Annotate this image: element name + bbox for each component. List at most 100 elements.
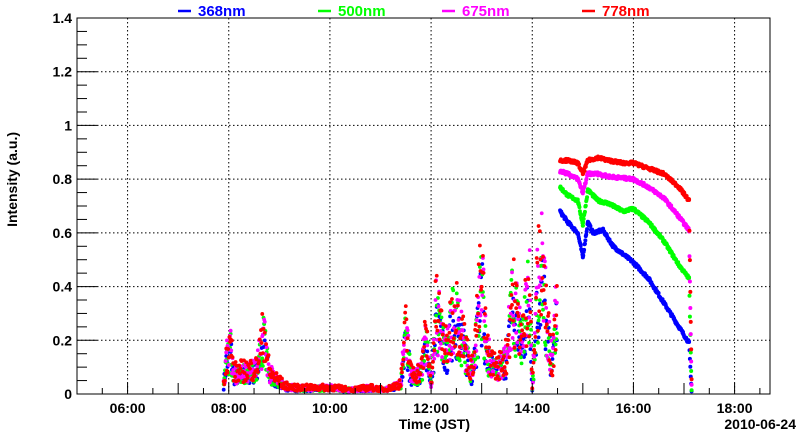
data-point	[429, 380, 434, 385]
data-point	[424, 354, 429, 358]
data-point	[529, 319, 533, 324]
data-point	[481, 253, 485, 258]
data-point	[536, 335, 541, 340]
data-point	[422, 359, 427, 363]
data-point	[434, 324, 439, 329]
data-point	[376, 389, 381, 394]
data-point	[404, 317, 409, 322]
data-point	[411, 365, 416, 370]
data-point	[390, 387, 395, 391]
data-point	[517, 345, 522, 350]
data-point	[454, 328, 459, 333]
data-point	[255, 348, 260, 353]
data-point	[527, 315, 531, 320]
data-point	[431, 353, 435, 358]
data-point	[578, 212, 583, 217]
data-point	[399, 366, 404, 371]
data-point	[264, 342, 268, 347]
legend-entry-675nm: 675nm	[442, 3, 510, 20]
data-point	[656, 290, 661, 295]
data-point	[531, 377, 536, 382]
data-point	[508, 311, 513, 316]
data-point	[553, 342, 558, 347]
data-point	[544, 353, 549, 358]
data-point	[223, 359, 228, 363]
data-point	[528, 298, 533, 303]
data-point	[457, 350, 462, 355]
data-point	[500, 357, 505, 362]
data-point	[260, 356, 265, 361]
data-point	[475, 293, 479, 298]
y-tick-label: 0	[64, 386, 72, 402]
data-point	[688, 306, 693, 311]
data-point	[524, 300, 529, 304]
data-point	[466, 358, 470, 363]
data-point	[433, 279, 438, 284]
data-point	[494, 360, 499, 365]
data-point	[521, 313, 526, 318]
data-point	[401, 352, 406, 357]
data-point	[479, 284, 484, 289]
data-point	[469, 382, 474, 387]
x-tick-label: 12:00	[413, 400, 449, 416]
data-point	[471, 370, 476, 375]
data-point	[224, 350, 229, 355]
data-point	[687, 197, 692, 202]
data-point	[507, 355, 512, 360]
data-point	[436, 319, 441, 323]
data-point	[577, 205, 582, 210]
data-point	[476, 304, 481, 308]
data-point	[426, 357, 430, 362]
legend-label: 778nm	[602, 3, 650, 20]
data-point	[581, 189, 586, 194]
data-point	[433, 298, 438, 302]
data-point	[518, 337, 523, 342]
data-point	[445, 368, 450, 373]
data-point	[236, 378, 241, 383]
data-point	[261, 327, 266, 331]
data-point	[551, 364, 556, 369]
data-point	[493, 376, 498, 381]
data-point	[420, 377, 425, 382]
data-point	[582, 209, 587, 214]
data-point	[461, 314, 466, 319]
data-point	[524, 316, 528, 321]
data-point	[512, 345, 517, 350]
data-point	[425, 343, 430, 348]
data-point	[452, 304, 457, 309]
data-point	[500, 367, 505, 372]
data-point	[546, 314, 550, 318]
data-point	[486, 333, 490, 338]
x-tick-label: 18:00	[717, 400, 753, 416]
data-point	[428, 373, 433, 378]
data-point	[481, 267, 486, 272]
data-point	[496, 364, 500, 369]
data-point	[530, 370, 535, 375]
data-point	[252, 374, 257, 379]
data-point	[689, 382, 694, 387]
data-point	[548, 361, 553, 366]
data-point	[435, 328, 440, 333]
data-point	[407, 352, 412, 357]
data-point	[237, 363, 242, 368]
data-point	[538, 322, 543, 327]
data-point	[541, 288, 546, 292]
data-point	[463, 343, 467, 348]
data-point	[548, 332, 552, 337]
data-point	[505, 360, 509, 365]
data-point	[431, 337, 436, 342]
data-point	[511, 318, 516, 323]
data-point	[497, 377, 502, 382]
data-point	[260, 364, 265, 368]
data-point	[482, 332, 487, 337]
data-point	[483, 324, 488, 328]
data-point	[401, 340, 406, 345]
data-point	[547, 349, 552, 354]
data-point	[443, 351, 447, 356]
data-point	[544, 306, 549, 310]
data-point	[553, 324, 557, 328]
data-point	[243, 378, 248, 383]
data-point	[472, 365, 476, 370]
data-point	[451, 288, 456, 293]
data-point	[401, 357, 406, 362]
